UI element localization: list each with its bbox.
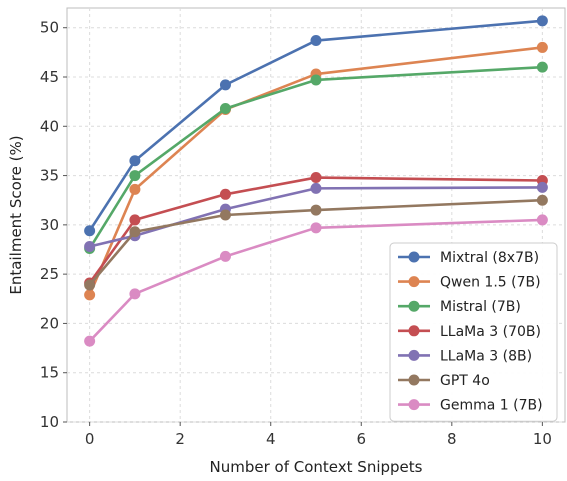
data-point [219,103,231,115]
y-axis-ticks: 10 15 20 25 30 35 40 45 50 [40,19,67,431]
legend-marker [408,300,420,312]
data-point [219,250,231,262]
data-point [310,172,322,184]
data-point [84,241,96,253]
legend-item: Mixtral (8x7B) [398,250,539,266]
y-tick-label: 40 [40,117,59,135]
legend-item: GPT 4o [398,373,490,389]
legend-label: LLaMa 3 (70B) [440,324,541,340]
data-point [84,225,96,237]
legend-item: LLaMa 3 (70B) [398,324,541,340]
data-point [129,288,141,300]
data-point [536,214,548,226]
y-tick-label: 15 [40,364,59,382]
x-axis-ticks: 0 2 4 6 8 10 [85,422,552,448]
legend-item: Gemma 1 (7B) [398,398,543,414]
y-tick-label: 25 [40,265,59,283]
data-point [129,155,141,167]
legend-marker [408,325,420,337]
data-point [84,279,96,291]
series-0 [84,15,548,237]
y-tick-label: 50 [40,19,59,37]
data-point [536,194,548,206]
data-point [84,289,96,301]
x-tick-label: 10 [533,430,552,448]
x-tick-label: 2 [175,430,185,448]
data-point [219,79,231,91]
legend-marker [408,349,420,361]
x-axis-title: Number of Context Snippets [210,458,423,476]
x-tick-label: 8 [447,430,457,448]
legend-marker [408,251,420,263]
data-point [536,15,548,27]
data-point [219,188,231,200]
legend-marker [408,276,420,288]
y-tick-label: 35 [40,167,59,185]
legend-label: GPT 4o [440,373,490,389]
data-point [536,41,548,53]
data-point [310,74,322,86]
y-tick-label: 30 [40,216,59,234]
y-tick-label: 10 [40,413,59,431]
legend-box [389,242,558,422]
data-point [536,61,548,73]
legend-label: LLaMa 3 (8B) [440,348,532,364]
y-tick-label: 45 [40,68,59,86]
data-point [310,35,322,47]
series-6 [84,214,548,347]
data-point [310,204,322,216]
legend: Mixtral (8x7B) Qwen 1.5 (7B) Mistral (7B) L… [389,242,558,422]
data-point [84,335,96,347]
legend-label: Qwen 1.5 (7B) [440,275,541,291]
legend-marker [408,374,420,386]
legend-label: Mixtral (8x7B) [440,250,539,266]
data-point [310,182,322,194]
legend-label: Mistral (7B) [440,299,521,315]
legend-item: Mistral (7B) [398,299,521,315]
data-point [129,183,141,195]
data-point [129,170,141,182]
data-point [129,214,141,226]
x-tick-label: 6 [356,430,366,448]
y-axis-title: Entailment Score (%) [7,135,25,294]
legend-label: Gemma 1 (7B) [440,398,543,414]
y-tick-label: 20 [40,314,59,332]
data-point [219,209,231,221]
data-point [536,181,548,193]
legend-item: LLaMa 3 (8B) [398,348,532,364]
data-point [129,226,141,238]
x-tick-label: 0 [85,430,95,448]
data-point [310,222,322,234]
series-lines [84,15,548,347]
x-tick-label: 4 [266,430,276,448]
series-5 [84,194,548,291]
legend-marker [408,399,420,411]
legend-item: Qwen 1.5 (7B) [398,275,541,291]
